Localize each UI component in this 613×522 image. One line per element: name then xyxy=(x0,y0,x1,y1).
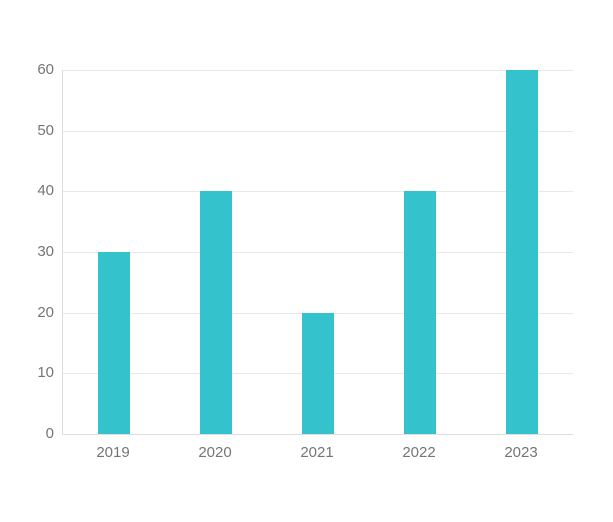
gridline-40 xyxy=(63,191,573,193)
y-tick-label-50: 50 xyxy=(37,121,54,139)
gridline-60 xyxy=(63,70,573,71)
x-tick-label-2019: 2019 xyxy=(96,444,130,461)
y-tick-label-0: 0 xyxy=(45,425,54,442)
x-tick-label-2022: 2022 xyxy=(402,444,436,461)
bar-2020 xyxy=(200,191,232,434)
y-tick-label-40: 40 xyxy=(37,182,54,200)
bar-2021 xyxy=(302,312,334,434)
plot-area xyxy=(62,70,573,435)
gridline-50 xyxy=(63,130,573,132)
bar-2023 xyxy=(506,70,538,434)
y-tick-label-30: 30 xyxy=(37,243,54,260)
y-tick-label-20: 20 xyxy=(37,303,54,321)
y-tick-label-10: 10 xyxy=(37,364,54,382)
x-tick-label-2021: 2021 xyxy=(300,444,334,461)
bar-2022 xyxy=(404,191,436,434)
gridline-30 xyxy=(63,252,573,253)
bar-2019 xyxy=(98,252,130,434)
y-tick-label-60: 60 xyxy=(37,61,54,78)
x-tick-label-2020: 2020 xyxy=(198,444,232,461)
x-tick-label-2023: 2023 xyxy=(504,444,538,461)
